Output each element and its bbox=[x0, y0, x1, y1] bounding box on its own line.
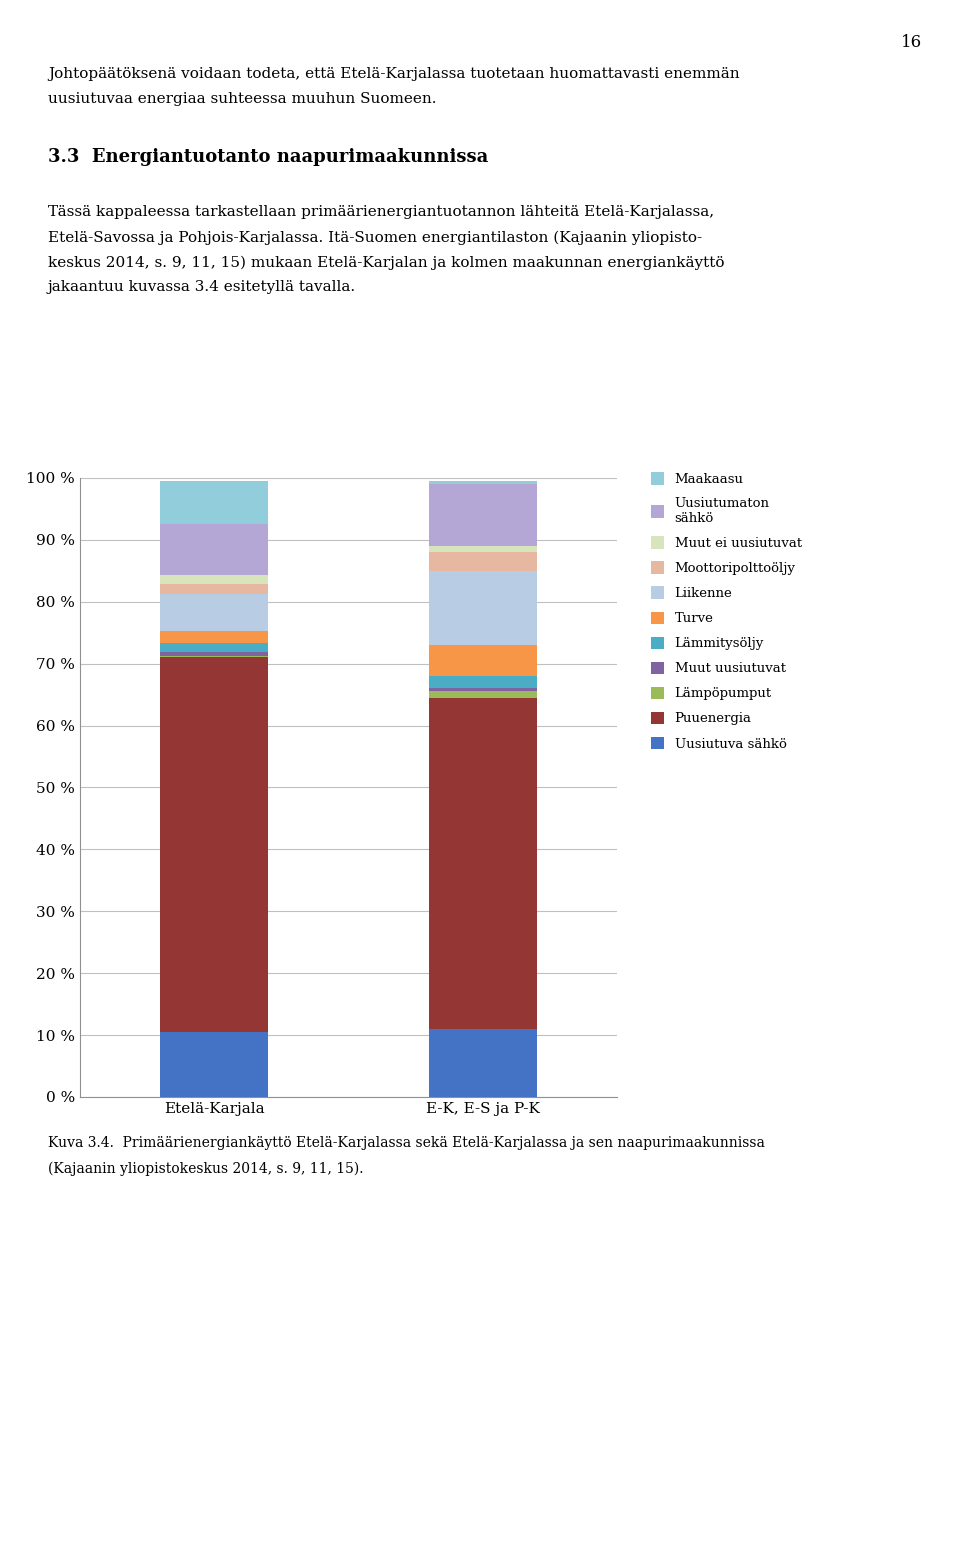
Text: keskus 2014, s. 9, 11, 15) mukaan Etelä-Karjalan ja kolmen maakunnan energiankäy: keskus 2014, s. 9, 11, 15) mukaan Etelä-… bbox=[48, 255, 725, 270]
Text: 16: 16 bbox=[900, 34, 922, 52]
Bar bbox=[429, 570, 537, 646]
Text: (Kajaanin yliopistokeskus 2014, s. 9, 11, 15).: (Kajaanin yliopistokeskus 2014, s. 9, 11… bbox=[48, 1161, 364, 1175]
Bar bbox=[160, 632, 268, 642]
Bar bbox=[429, 688, 537, 691]
Bar bbox=[429, 481, 537, 484]
Bar bbox=[160, 594, 268, 632]
Bar bbox=[160, 658, 268, 1033]
Bar bbox=[429, 552, 537, 570]
Bar bbox=[160, 481, 268, 525]
Text: Tässä kappaleessa tarkastellaan primäärienergiantuotannon lähteitä Etelä-Karjala: Tässä kappaleessa tarkastellaan primääri… bbox=[48, 205, 714, 219]
Bar bbox=[429, 484, 537, 545]
Bar bbox=[160, 642, 268, 652]
Text: uusiutuvaa energiaa suhteessa muuhun Suomeen.: uusiutuvaa energiaa suhteessa muuhun Suo… bbox=[48, 92, 437, 107]
Text: 3.3  Energiantuotanto naapurimaakunnissa: 3.3 Energiantuotanto naapurimaakunnissa bbox=[48, 147, 489, 166]
Bar bbox=[429, 675, 537, 688]
Text: jakaantuu kuvassa 3.4 esitetyllä tavalla.: jakaantuu kuvassa 3.4 esitetyllä tavalla… bbox=[48, 280, 356, 295]
Bar bbox=[429, 691, 537, 697]
Bar bbox=[160, 575, 268, 584]
Text: Etelä-Savossa ja Pohjois-Karjalassa. Itä-Suomen energiantilaston (Kajaanin yliop: Etelä-Savossa ja Pohjois-Karjalassa. Itä… bbox=[48, 230, 702, 244]
Text: Kuva 3.4.  Primäärienergiankäyttö Etelä-Karjalassa sekä Etelä-Karjalassa ja sen : Kuva 3.4. Primäärienergiankäyttö Etelä-K… bbox=[48, 1136, 765, 1150]
Bar bbox=[429, 646, 537, 675]
Text: Johtopäätöksenä voidaan todeta, että Etelä-Karjalassa tuotetaan huomattavasti en: Johtopäätöksenä voidaan todeta, että Ete… bbox=[48, 67, 739, 81]
Legend: Maakaasu, Uusiutumaton
sähkö, Muut ei uusiutuvat, Moottoripolttoöljy, Liikenne, : Maakaasu, Uusiutumaton sähkö, Muut ei uu… bbox=[651, 472, 802, 751]
Bar bbox=[429, 1030, 537, 1097]
Bar bbox=[160, 655, 268, 658]
Bar bbox=[160, 525, 268, 575]
Bar bbox=[429, 545, 537, 552]
Bar bbox=[160, 584, 268, 594]
Bar bbox=[160, 1033, 268, 1097]
Bar bbox=[429, 697, 537, 1030]
Bar bbox=[160, 652, 268, 655]
